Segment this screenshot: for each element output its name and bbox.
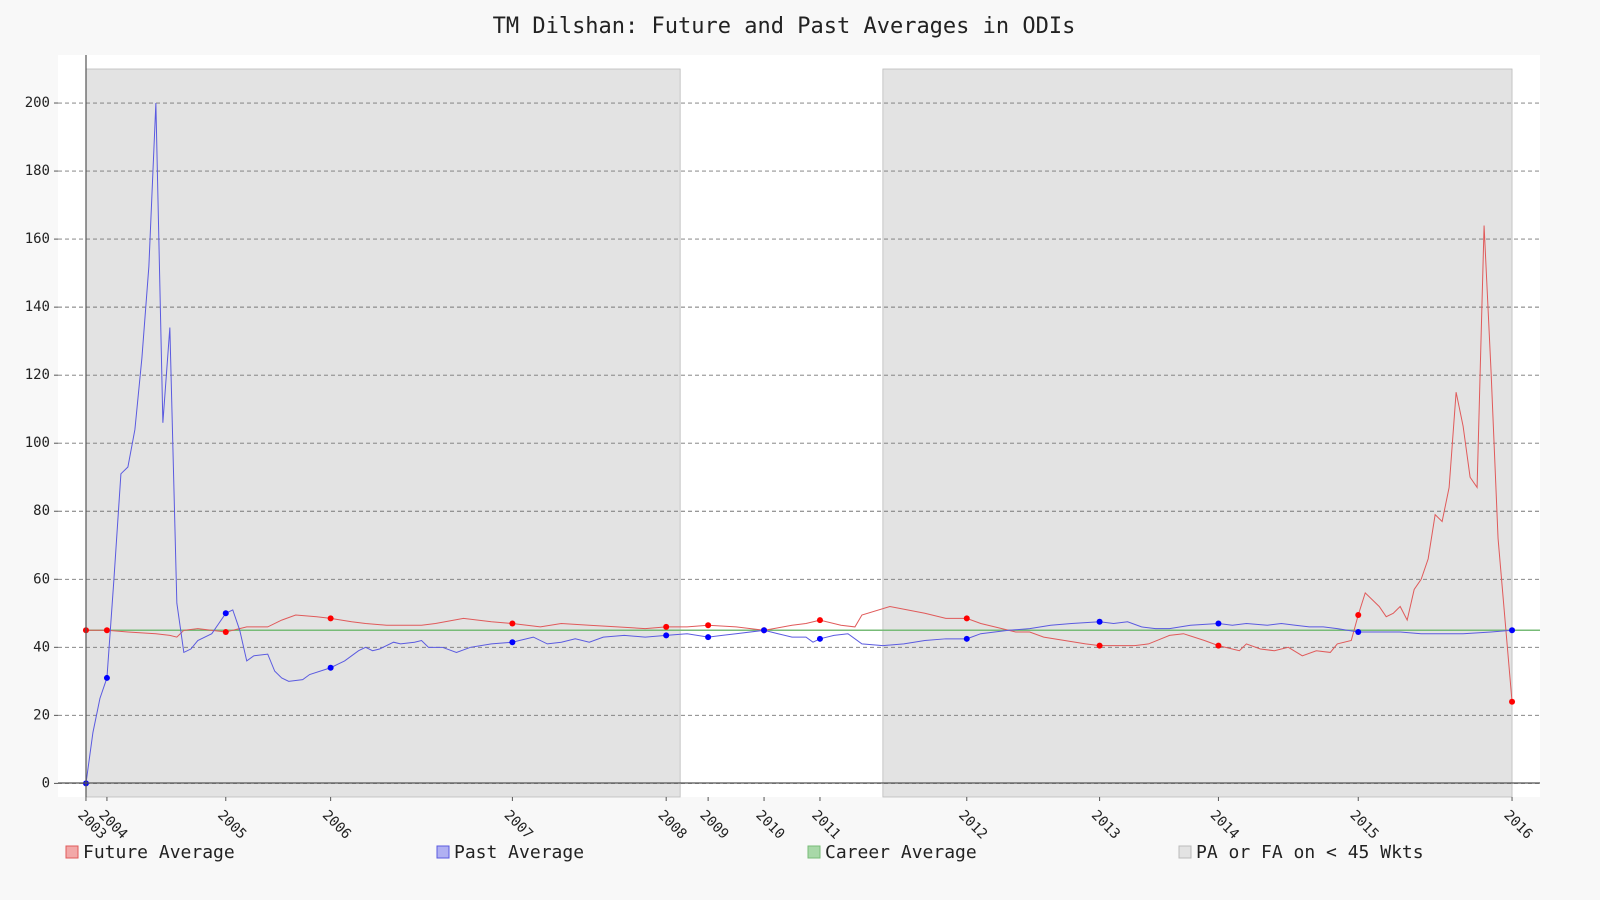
y-tick-label: 180 — [25, 163, 50, 179]
series-marker — [509, 639, 516, 646]
series-line — [85, 225, 1513, 702]
y-tick-label: 100 — [25, 435, 50, 451]
lines-layer — [82, 102, 1540, 787]
shade-layer — [85, 68, 1513, 798]
series-marker — [1509, 627, 1516, 634]
series-marker — [1215, 620, 1222, 627]
series-marker — [327, 664, 334, 671]
x-tick-label: 2013 — [1088, 807, 1123, 842]
legend-label: Future Average — [83, 842, 235, 863]
series-marker — [1355, 612, 1362, 618]
series-marker — [222, 629, 229, 636]
series-marker — [1215, 642, 1222, 649]
legend-label: Past Average — [454, 842, 584, 863]
series-marker — [816, 635, 823, 642]
legend-swatch — [436, 845, 450, 859]
x-tick-label: 2011 — [808, 807, 843, 842]
y-tick-label: 140 — [25, 299, 50, 315]
x-tick-label: 2005 — [214, 807, 249, 842]
x-tick-label: 2016 — [1500, 807, 1535, 842]
shaded-range — [85, 68, 681, 798]
legend-swatch — [65, 845, 79, 859]
x-tick-label: 2008 — [655, 807, 690, 842]
y-tick-label: 60 — [33, 571, 50, 587]
series-marker — [705, 622, 712, 629]
x-tick-label: 2007 — [501, 807, 536, 842]
legend-swatch — [1178, 845, 1192, 859]
legend-label: PA or FA on < 45 Wkts — [1196, 842, 1424, 863]
series-marker — [816, 617, 823, 624]
series-marker — [1355, 629, 1362, 636]
legend: Future Average Past Average Career Average… — [65, 842, 1424, 863]
x-tick-label: 2014 — [1207, 807, 1242, 842]
series-marker — [103, 674, 110, 681]
series-marker — [663, 623, 670, 630]
series-marker — [705, 634, 712, 641]
series-marker — [963, 615, 970, 622]
series-marker — [963, 635, 970, 642]
x-tick-label: 2010 — [752, 807, 787, 842]
y-tick-label: 160 — [25, 231, 50, 247]
series-marker — [222, 610, 229, 617]
x-tick-label: 2012 — [955, 807, 990, 842]
y-tick-label: 40 — [33, 639, 50, 655]
y-tick-label: 0 — [42, 775, 50, 791]
y-tick-label: 80 — [33, 503, 50, 519]
series-marker — [761, 627, 768, 634]
chart-title: TM Dilshan: Future and Past Averages in … — [493, 14, 1076, 39]
legend-swatch — [807, 845, 821, 859]
x-tick-label: 2009 — [696, 807, 731, 842]
y-tick-label: 200 — [25, 95, 50, 111]
series-marker — [509, 620, 516, 627]
x-tick-label: 2006 — [319, 807, 354, 842]
series-marker — [1509, 698, 1516, 705]
legend-label: Career Average — [825, 842, 977, 863]
y-tick-label: 20 — [33, 707, 50, 723]
series-line — [85, 102, 1513, 784]
series-marker — [327, 615, 334, 622]
series-marker — [1096, 642, 1103, 649]
y-tick-label: 120 — [25, 367, 50, 383]
series-marker — [663, 632, 670, 639]
series-marker — [1096, 618, 1103, 625]
x-tick-label: 2015 — [1347, 807, 1382, 842]
series-marker — [103, 627, 110, 634]
shaded-range — [882, 68, 1513, 798]
